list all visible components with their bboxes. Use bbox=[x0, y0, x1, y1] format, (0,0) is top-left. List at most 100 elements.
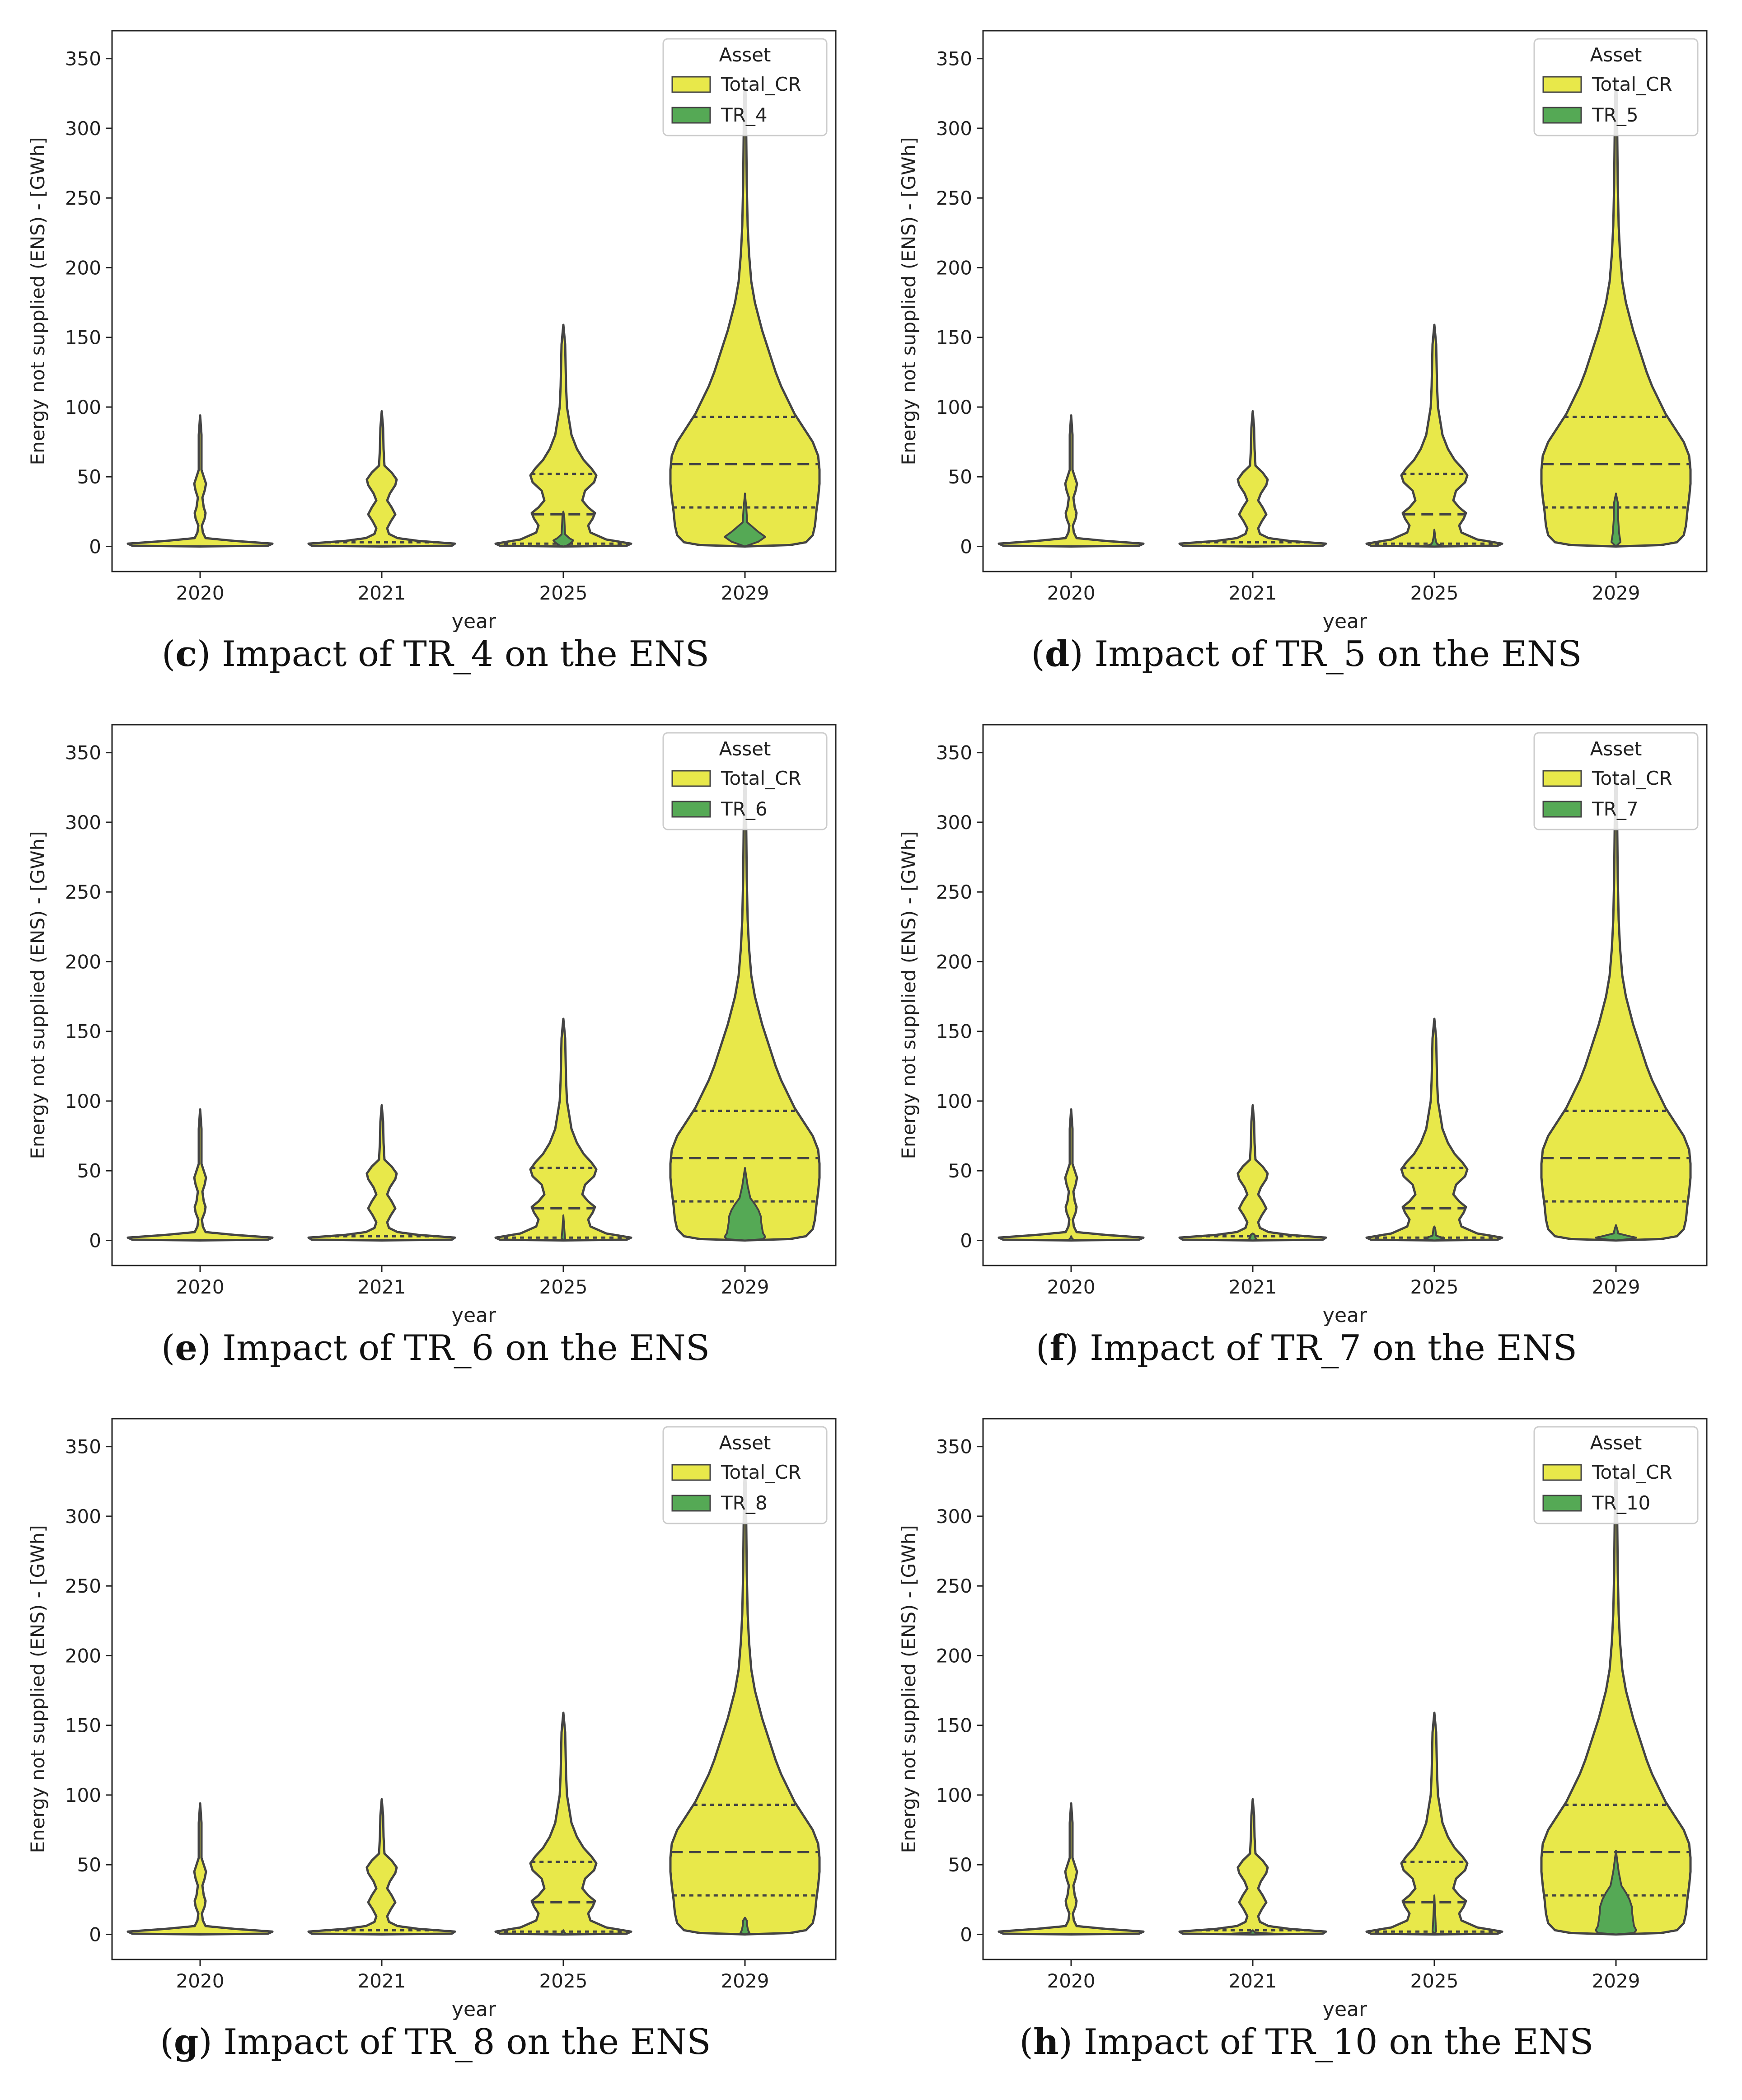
y-tick-label: 350 bbox=[65, 48, 101, 70]
violin-asset bbox=[1611, 492, 1621, 548]
violin-asset bbox=[1232, 1929, 1274, 1936]
violin-total-cr bbox=[494, 1017, 632, 1242]
legend-title: Asset bbox=[1590, 44, 1642, 66]
legend-swatch bbox=[1542, 801, 1582, 818]
y-tick-label: 0 bbox=[960, 1229, 972, 1252]
x-tick-label: 2029 bbox=[1592, 1970, 1640, 1992]
y-axis-label: Energy not supplied (ENS) - [GWh] bbox=[27, 1525, 49, 1853]
legend-swatch bbox=[1542, 107, 1582, 124]
y-tick-label: 50 bbox=[77, 466, 101, 488]
y-tick-label: 150 bbox=[936, 327, 972, 349]
y-tick-label: 250 bbox=[936, 187, 972, 209]
violin-asset bbox=[1425, 529, 1443, 548]
y-tick-label: 50 bbox=[948, 1854, 972, 1876]
violin-total-cr bbox=[126, 1108, 274, 1242]
violin-asset bbox=[724, 1167, 766, 1242]
panel-letter: c bbox=[175, 633, 197, 675]
legend-label: TR_4 bbox=[721, 104, 768, 126]
violin-chart: 0 50 100 150 200 250 300 350 2020 2021 2025 2029 yea… bbox=[27, 724, 837, 1327]
violin-total-cr bbox=[126, 1802, 274, 1936]
y-tick-label: 0 bbox=[89, 1923, 101, 1945]
x-tick-label: 2025 bbox=[539, 1276, 588, 1298]
chart-panel-f: 0 50 100 150 200 250 300 350 2020 2021 2025 2029 yea… bbox=[871, 694, 1742, 1388]
figure-caption: (g) Impact of TR_8 on the ENS bbox=[160, 2021, 711, 2062]
x-tick-label: 2029 bbox=[1592, 1276, 1640, 1298]
violin-asset bbox=[1062, 1235, 1080, 1242]
y-axis-label: Energy not supplied (ENS) - [GWh] bbox=[898, 137, 920, 465]
legend-swatch bbox=[1542, 770, 1582, 787]
y-tick-label: 100 bbox=[65, 1090, 101, 1112]
legend-label: Total_CR bbox=[721, 1461, 801, 1483]
violin-total-cr bbox=[307, 410, 456, 548]
y-axis-label: Energy not supplied (ENS) - [GWh] bbox=[898, 1525, 920, 1853]
violin-asset bbox=[553, 511, 574, 548]
y-tick-label: 250 bbox=[65, 881, 101, 903]
y-tick-label: 100 bbox=[65, 396, 101, 418]
y-tick-label: 50 bbox=[77, 1160, 101, 1182]
violin-chart: 0 50 100 150 200 250 300 350 2020 2021 2025 2029 yea… bbox=[27, 1418, 837, 2020]
x-tick-label: 2021 bbox=[1229, 582, 1277, 604]
violin-chart: 0 50 100 150 200 250 300 350 2020 2021 2025 2029 yea… bbox=[27, 30, 837, 633]
legend-title: Asset bbox=[719, 738, 771, 760]
legend-label: TR_8 bbox=[721, 1492, 768, 1514]
y-tick-label: 150 bbox=[65, 1715, 101, 1737]
y-tick-label: 50 bbox=[948, 1160, 972, 1182]
y-tick-label: 300 bbox=[936, 117, 972, 140]
y-tick-label: 300 bbox=[936, 811, 972, 834]
y-tick-label: 350 bbox=[936, 48, 972, 70]
x-tick-label: 2021 bbox=[358, 582, 406, 604]
y-tick-label: 300 bbox=[65, 117, 101, 140]
violin-total-cr bbox=[1178, 1104, 1327, 1242]
y-tick-label: 150 bbox=[65, 327, 101, 349]
y-axis-label: Energy not supplied (ENS) - [GWh] bbox=[898, 831, 920, 1159]
violin-asset bbox=[724, 492, 766, 548]
figure-caption: (d) Impact of TR_5 on the ENS bbox=[1031, 633, 1582, 675]
legend-swatch bbox=[671, 107, 711, 124]
y-tick-label: 200 bbox=[936, 951, 972, 973]
x-axis-label: year bbox=[452, 610, 496, 633]
y-tick-label: 150 bbox=[936, 1021, 972, 1043]
legend-label: Total_CR bbox=[1592, 73, 1672, 95]
violin-asset bbox=[1595, 1224, 1637, 1242]
y-tick-label: 0 bbox=[960, 535, 972, 558]
legend-title: Asset bbox=[1590, 1432, 1642, 1454]
y-tick-label: 200 bbox=[65, 951, 101, 973]
y-tick-label: 0 bbox=[960, 1923, 972, 1945]
y-tick-label: 50 bbox=[77, 1854, 101, 1876]
violin-total-cr bbox=[307, 1798, 456, 1936]
x-tick-label: 2020 bbox=[1047, 1970, 1096, 1992]
x-tick-label: 2020 bbox=[176, 1970, 225, 1992]
violin-chart: 0 50 100 150 200 250 300 350 2020 2021 2025 2029 yea… bbox=[898, 1418, 1708, 2020]
panel-letter: h bbox=[1033, 2021, 1059, 2062]
violin-asset bbox=[1595, 1850, 1637, 1936]
legend-label: Total_CR bbox=[721, 73, 801, 95]
x-tick-label: 2025 bbox=[539, 582, 588, 604]
chart-panel-d: 0 50 100 150 200 250 300 350 2020 2021 2025 2029 yea… bbox=[871, 0, 1742, 694]
x-tick-label: 2021 bbox=[1229, 1970, 1277, 1992]
chart-panel-h: 0 50 100 150 200 250 300 350 2020 2021 2025 2029 yea… bbox=[871, 1388, 1742, 2082]
y-tick-label: 350 bbox=[936, 742, 972, 764]
y-tick-label: 100 bbox=[936, 396, 972, 418]
violin-total-cr bbox=[1365, 323, 1503, 548]
violin-total-cr bbox=[494, 1711, 632, 1936]
caption-text: Impact of TR_4 on the ENS bbox=[222, 634, 710, 675]
x-tick-label: 2021 bbox=[1229, 1276, 1277, 1298]
y-tick-label: 250 bbox=[65, 1575, 101, 1597]
chart-panel-c: 0 50 100 150 200 250 300 350 2020 2021 2025 2029 yea… bbox=[0, 0, 871, 694]
y-tick-label: 50 bbox=[948, 466, 972, 488]
caption-text: Impact of TR_5 on the ENS bbox=[1094, 634, 1582, 675]
y-tick-label: 300 bbox=[65, 811, 101, 834]
violin-total-cr bbox=[997, 414, 1145, 548]
violin-asset bbox=[1424, 1225, 1445, 1242]
legend-label: TR_5 bbox=[1592, 104, 1639, 126]
y-tick-label: 250 bbox=[936, 881, 972, 903]
x-tick-label: 2025 bbox=[539, 1970, 588, 1992]
y-tick-label: 0 bbox=[89, 1229, 101, 1252]
legend-label: Total_CR bbox=[1592, 767, 1672, 789]
x-axis-label: year bbox=[1323, 1304, 1367, 1327]
y-tick-label: 200 bbox=[65, 1645, 101, 1667]
x-tick-label: 2021 bbox=[358, 1276, 406, 1298]
violin-asset bbox=[561, 1214, 566, 1242]
y-tick-label: 350 bbox=[936, 1436, 972, 1458]
legend-title: Asset bbox=[719, 1432, 771, 1454]
